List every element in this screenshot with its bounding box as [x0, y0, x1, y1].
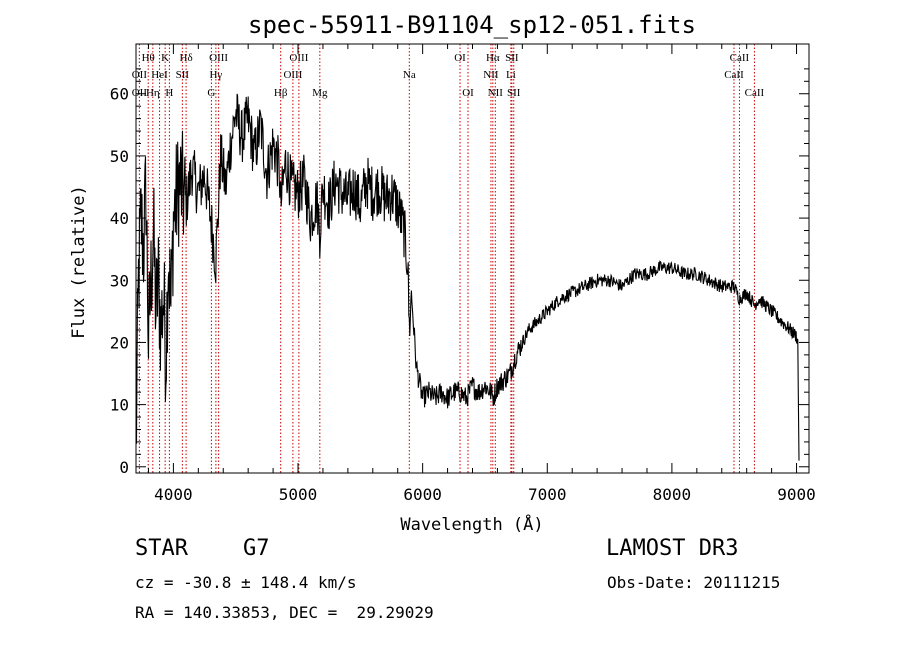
- spectrum-line: [135, 93, 800, 461]
- x-axis-label: Wavelength (Å): [400, 513, 543, 535]
- line-label: NII: [488, 87, 504, 99]
- line-label: Hα: [486, 52, 500, 64]
- ra-dec-coordinates: RA = 140.33853, DEC = 29.29029: [135, 603, 434, 622]
- x-tick-label: 9000: [777, 485, 816, 504]
- line-label: OIII: [283, 69, 302, 81]
- y-axis: 0 10 20 30 40 50 60: [110, 68, 809, 477]
- line-label: OIII: [289, 52, 308, 64]
- x-tick-label: 4000: [154, 485, 193, 504]
- y-tick-label: 10: [110, 396, 129, 415]
- line-label: NII: [483, 69, 499, 81]
- line-label: G: [207, 87, 215, 99]
- line-label: CaII: [730, 52, 750, 64]
- object-subclass: G7: [243, 536, 270, 561]
- line-label: Hδ: [180, 52, 193, 64]
- y-tick-label: 50: [110, 147, 129, 166]
- line-label: CaII: [724, 69, 744, 81]
- redshift-velocity: cz = -30.8 ± 148.4 km/s: [135, 573, 357, 592]
- line-label: HeI: [151, 69, 168, 81]
- chart-title: spec-55911-B91104_sp12-051.fits: [248, 11, 696, 39]
- line-label: Hγ: [209, 69, 222, 81]
- line-label: OII: [132, 69, 148, 81]
- survey-name: LAMOST DR3: [606, 536, 739, 561]
- line-label: Na: [403, 69, 416, 81]
- line-label: CaII: [745, 87, 765, 99]
- line-label: Hβ: [274, 87, 288, 99]
- line-label: OI: [462, 87, 474, 99]
- line-label: SII: [505, 52, 519, 64]
- x-axis: 4000 5000 6000 7000 8000 9000: [147, 44, 816, 504]
- line-label: Hθ: [142, 52, 155, 64]
- line-label: OIII: [209, 52, 228, 64]
- y-tick-label: 0: [119, 458, 129, 477]
- line-label: SII: [176, 69, 190, 81]
- line-label: K: [161, 52, 169, 64]
- line-label: SII: [507, 87, 521, 99]
- y-tick-label: 60: [110, 85, 129, 104]
- object-class: STAR: [135, 536, 188, 561]
- y-tick-label: 40: [110, 209, 129, 228]
- observation-date: Obs-Date: 20111215: [607, 573, 781, 592]
- line-label: Mg: [312, 87, 328, 99]
- x-tick-label: 7000: [528, 485, 567, 504]
- y-tick-label: 30: [110, 271, 129, 290]
- line-label: OI: [454, 52, 466, 64]
- y-axis-label: Flux (relative): [69, 185, 89, 339]
- y-tick-label: 20: [110, 333, 129, 352]
- line-label: Hη: [146, 87, 160, 99]
- line-label: H: [165, 87, 173, 99]
- spectral-line-markers: [138, 44, 755, 473]
- x-tick-label: 8000: [653, 485, 692, 504]
- x-tick-label: 6000: [403, 485, 442, 504]
- line-label: Li: [506, 69, 516, 81]
- x-tick-label: 5000: [279, 485, 318, 504]
